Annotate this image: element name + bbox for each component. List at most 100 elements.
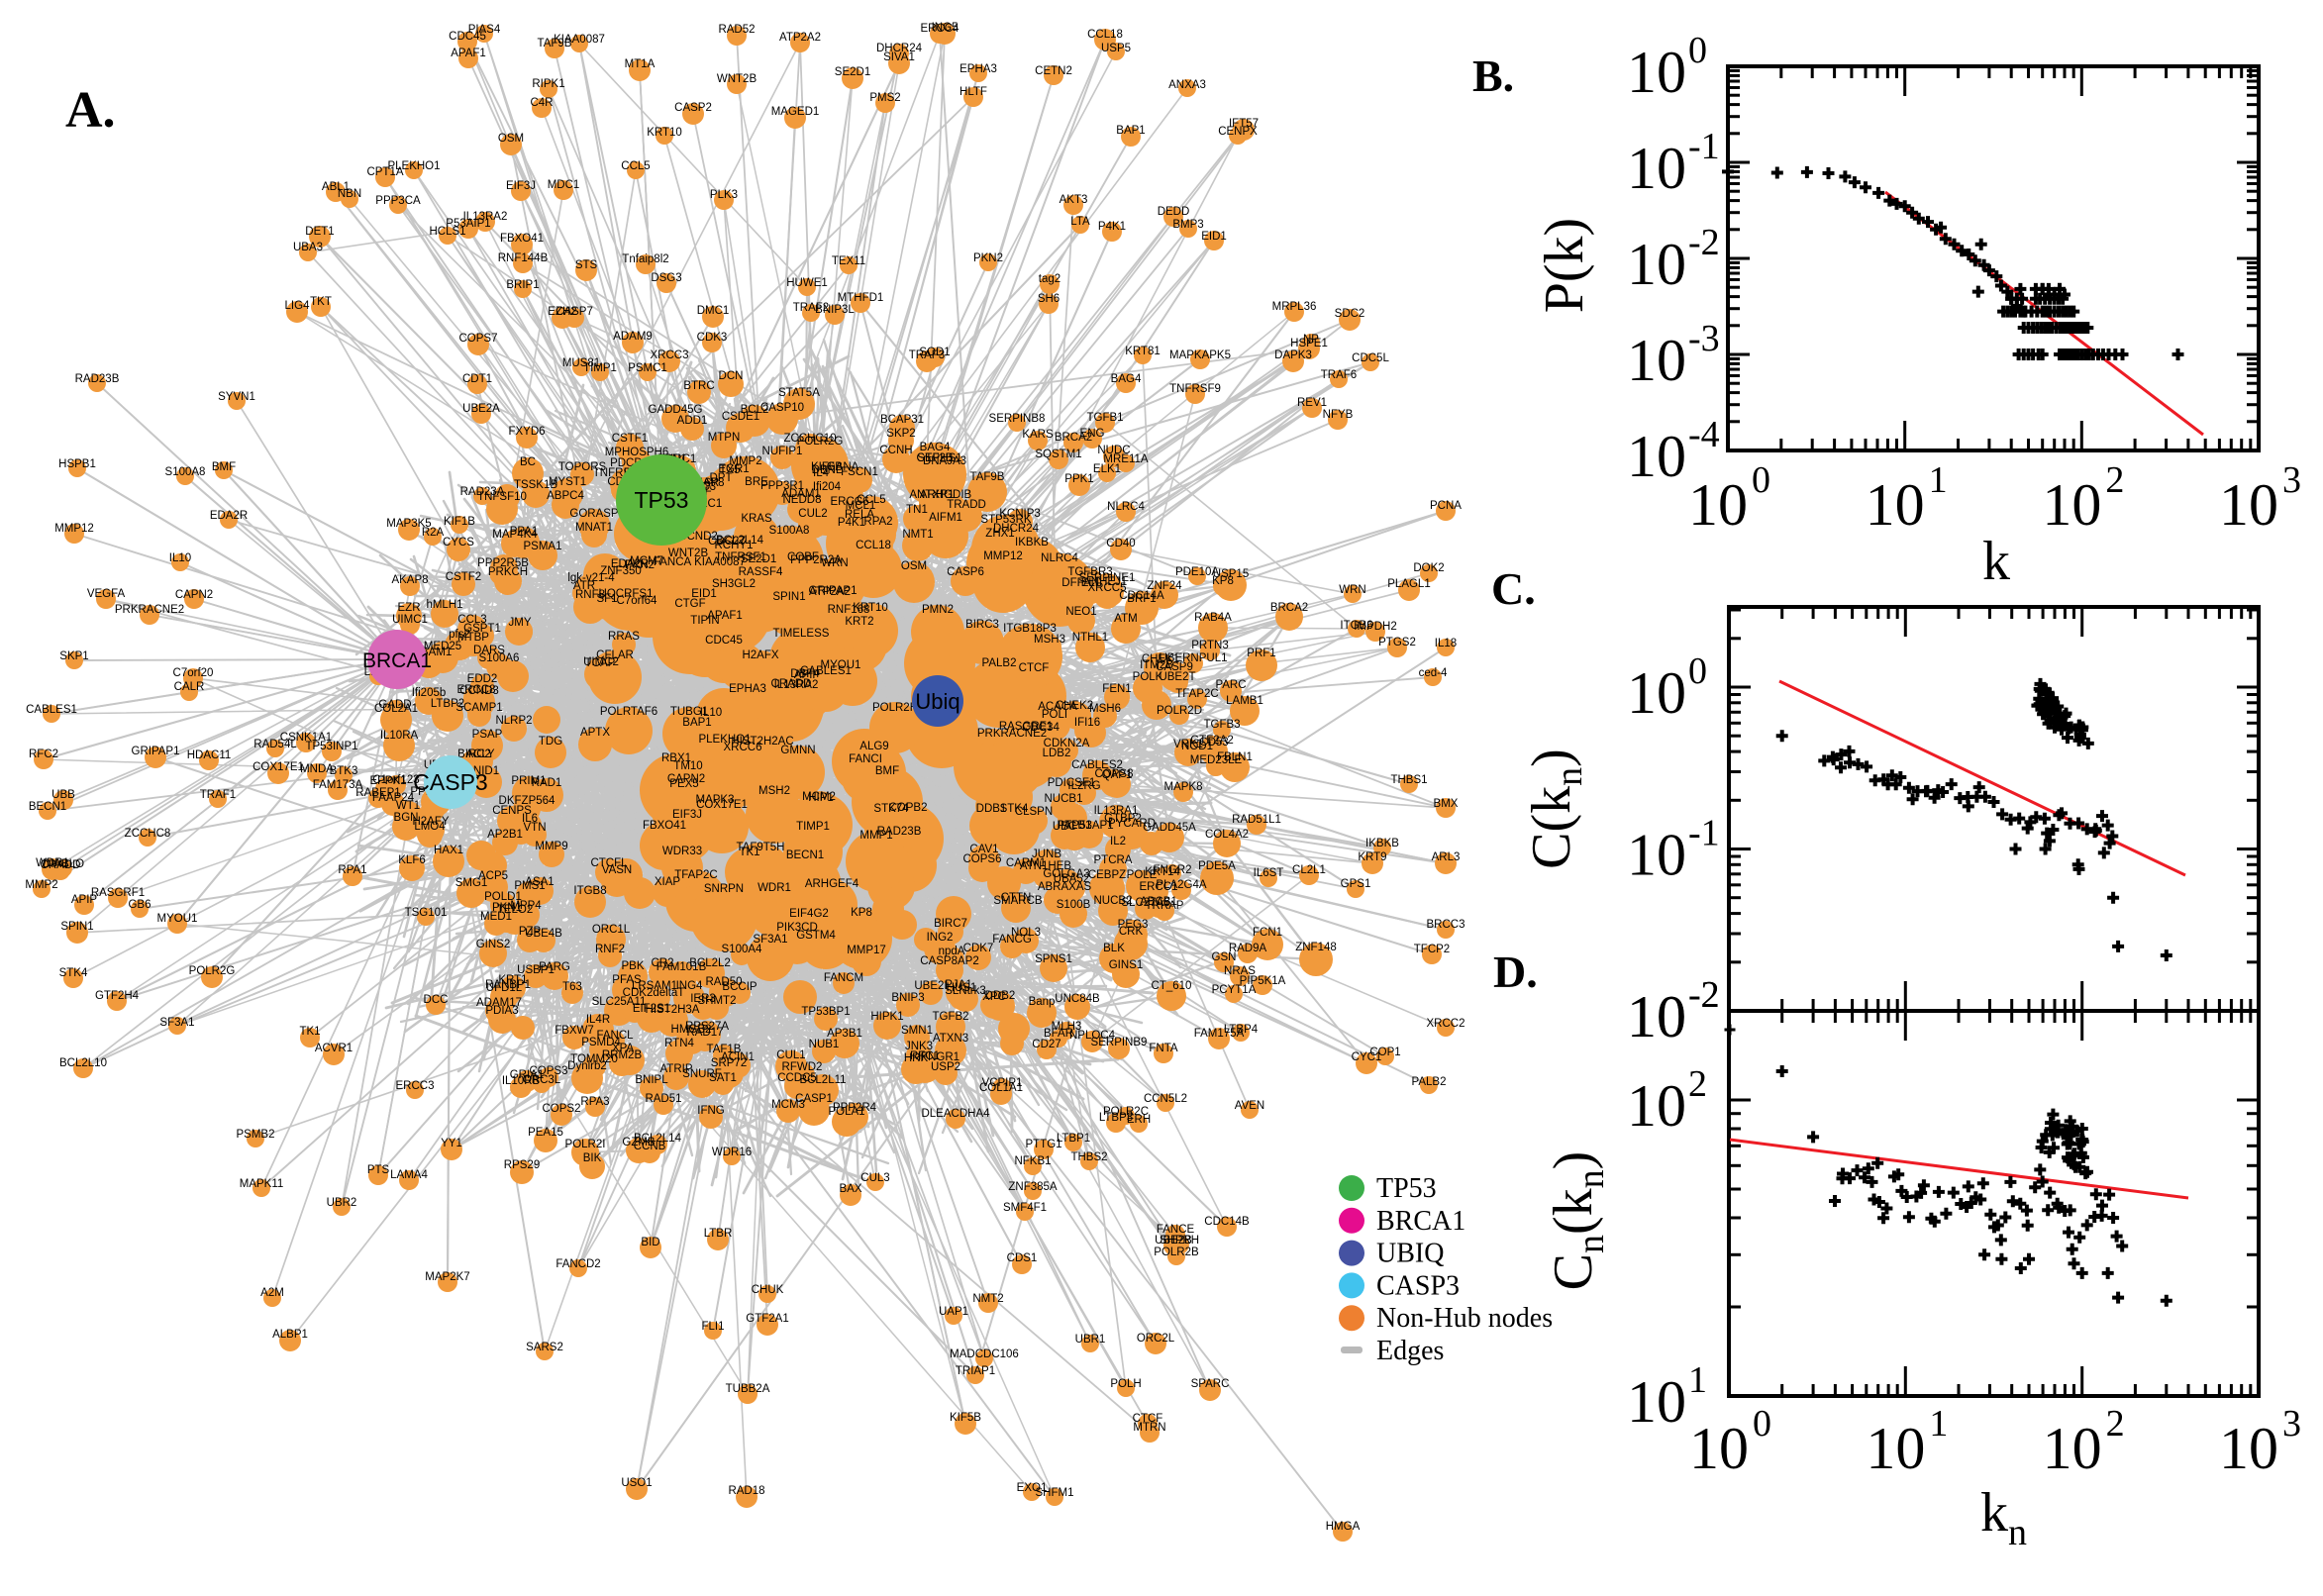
svg-text:C7orf20: C7orf20 xyxy=(173,667,214,679)
svg-text:NFKB1: NFKB1 xyxy=(1014,1155,1051,1167)
svg-text:MMP9: MMP9 xyxy=(535,841,567,852)
svg-text:CASP2: CASP2 xyxy=(674,102,712,114)
svg-text:ABRAXAS: ABRAXAS xyxy=(1038,881,1092,893)
svg-text:LDB2: LDB2 xyxy=(1043,748,1071,759)
svg-text:Tnfaip8l2: Tnfaip8l2 xyxy=(622,253,668,265)
svg-text:ACLY: ACLY xyxy=(465,748,495,760)
svg-text:PSAP: PSAP xyxy=(472,729,503,741)
svg-text:SE2D1: SE2D1 xyxy=(835,66,870,78)
svg-text:BRF1: BRF1 xyxy=(1127,593,1156,605)
svg-text:NEDD8: NEDD8 xyxy=(783,494,822,506)
svg-text:0: 0 xyxy=(1753,1403,1771,1445)
svg-text:HLTF: HLTF xyxy=(960,86,987,98)
svg-text:NFYB: NFYB xyxy=(1323,409,1354,421)
svg-text:NBN: NBN xyxy=(338,188,361,200)
svg-text:WDR33: WDR33 xyxy=(662,846,702,857)
svg-text:1: 1 xyxy=(1929,1403,1948,1445)
svg-text:SYVN1: SYVN1 xyxy=(218,391,255,403)
svg-text:MDC1: MDC1 xyxy=(548,179,580,191)
svg-text:SMF4F1: SMF4F1 xyxy=(1003,1202,1047,1214)
svg-text:FANCA: FANCA xyxy=(654,556,692,568)
svg-text:PSMA1: PSMA1 xyxy=(524,541,562,552)
svg-text:PDE5A: PDE5A xyxy=(1198,860,1236,872)
svg-text:2: 2 xyxy=(1688,1063,1707,1105)
svg-text:RNF144B: RNF144B xyxy=(498,252,549,264)
svg-text:PPA1: PPA1 xyxy=(510,526,539,538)
svg-text:S100B: S100B xyxy=(1057,899,1091,911)
svg-text:COPS7: COPS7 xyxy=(459,333,498,345)
svg-text:PSMC1: PSMC1 xyxy=(628,362,667,374)
svg-text:PEA15: PEA15 xyxy=(528,1127,563,1139)
svg-text:CDK7: CDK7 xyxy=(963,943,994,954)
svg-text:ADD1: ADD1 xyxy=(677,415,708,427)
svg-text:MT1A: MT1A xyxy=(625,58,656,70)
svg-text:UBE2B: UBE2B xyxy=(1155,1235,1192,1247)
svg-text:ABPC4: ABPC4 xyxy=(547,490,584,502)
svg-text:CASP3: CASP3 xyxy=(1376,1270,1460,1301)
svg-text:ERCC8: ERCC8 xyxy=(457,684,496,696)
svg-text:H2AFX: H2AFX xyxy=(742,649,778,661)
svg-text:FBXO41: FBXO41 xyxy=(500,233,544,245)
svg-text:IL18: IL18 xyxy=(1435,638,1457,649)
svg-text:GTF2B: GTF2B xyxy=(916,452,953,464)
svg-text:10: 10 xyxy=(2042,472,2101,538)
svg-text:MTHFD1: MTHFD1 xyxy=(838,292,884,304)
svg-text:HIPK1: HIPK1 xyxy=(870,1011,903,1023)
svg-text:npdA: npdA xyxy=(939,946,965,957)
svg-text:LTBP1: LTBP1 xyxy=(1057,1133,1090,1145)
svg-text:CUL1: CUL1 xyxy=(776,1049,805,1061)
svg-text:KRT2: KRT2 xyxy=(845,616,873,628)
svg-text:NOD1: NOD1 xyxy=(1181,741,1213,752)
svg-text:CDC45: CDC45 xyxy=(705,635,743,647)
svg-text:ZHX1: ZHX1 xyxy=(985,528,1014,540)
svg-text:NUCB1: NUCB1 xyxy=(1045,793,1083,805)
svg-text:TFAP2C: TFAP2C xyxy=(1175,688,1218,700)
svg-text:MTPN: MTPN xyxy=(708,432,741,444)
svg-text:LTBR: LTBR xyxy=(704,1228,733,1240)
svg-text:2: 2 xyxy=(2106,1403,2125,1445)
svg-text:MMP1: MMP1 xyxy=(859,830,892,842)
svg-text:10: 10 xyxy=(1627,1369,1686,1435)
svg-text:10: 10 xyxy=(1866,472,1925,538)
svg-text:XRCC3: XRCC3 xyxy=(651,349,689,361)
svg-text:SERPINE1: SERPINE1 xyxy=(1079,572,1136,584)
svg-text:LRSAM1: LRSAM1 xyxy=(632,980,677,992)
svg-text:RNF168: RNF168 xyxy=(828,604,870,616)
svg-text:A.: A. xyxy=(65,82,116,139)
svg-text:DSG3: DSG3 xyxy=(651,272,681,284)
svg-text:10: 10 xyxy=(2219,472,2278,538)
svg-text:RAD9A: RAD9A xyxy=(1229,943,1267,954)
svg-text:NLRP2: NLRP2 xyxy=(495,715,532,727)
svg-text:KLF6: KLF6 xyxy=(398,854,426,866)
svg-text:TUBG1: TUBG1 xyxy=(670,706,708,718)
svg-text:EDA2R: EDA2R xyxy=(210,510,248,522)
svg-text:IL2RG: IL2RG xyxy=(1067,780,1100,792)
svg-text:MMP12: MMP12 xyxy=(54,523,94,535)
svg-text:PTS: PTS xyxy=(367,1164,390,1176)
svg-text:BMX: BMX xyxy=(1434,798,1459,810)
svg-text:10: 10 xyxy=(1627,424,1686,489)
svg-text:CDS1: CDS1 xyxy=(1007,1252,1038,1264)
svg-text:JMY: JMY xyxy=(509,617,532,629)
svg-text:KIF1B: KIF1B xyxy=(444,516,475,528)
svg-text:KRAS: KRAS xyxy=(741,513,772,525)
svg-text:CTCF: CTCF xyxy=(1019,662,1050,674)
svg-text:HDAC11: HDAC11 xyxy=(187,749,232,761)
svg-text:UBB: UBB xyxy=(51,789,75,801)
svg-text:DMC1: DMC1 xyxy=(697,305,730,317)
svg-text:UBIQ: UBIQ xyxy=(1376,1239,1444,1269)
svg-text:CASP10: CASP10 xyxy=(760,402,804,414)
svg-text:COL2A1: COL2A1 xyxy=(374,703,418,715)
svg-text:10: 10 xyxy=(1866,1416,1925,1481)
svg-text:BMP3: BMP3 xyxy=(1172,219,1203,231)
svg-text:C7orf64: C7orf64 xyxy=(617,595,658,607)
svg-text:GB6: GB6 xyxy=(128,899,151,911)
svg-text:CCL3: CCL3 xyxy=(457,614,486,626)
svg-text:GRIPAP1: GRIPAP1 xyxy=(809,585,858,597)
svg-text:BIRC3: BIRC3 xyxy=(965,619,999,631)
svg-text:CDK3: CDK3 xyxy=(697,332,728,344)
svg-text:MMP12: MMP12 xyxy=(983,550,1023,562)
svg-text:CDC5L: CDC5L xyxy=(1352,352,1389,364)
svg-text:WRN: WRN xyxy=(1339,584,1365,596)
svg-text:A2M: A2M xyxy=(260,1287,284,1299)
